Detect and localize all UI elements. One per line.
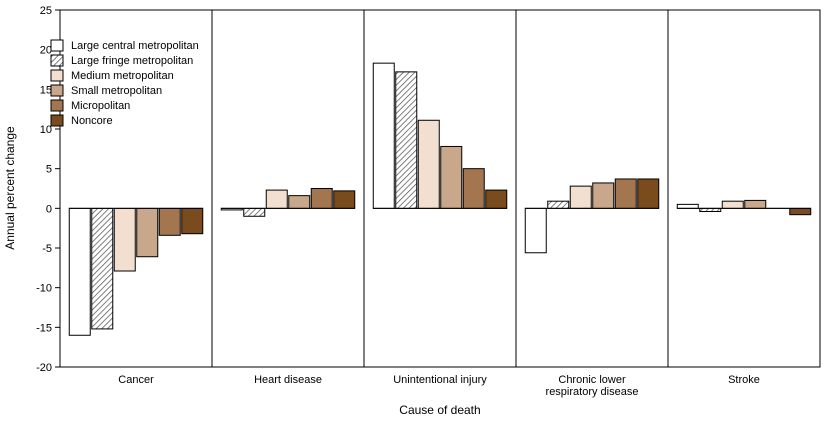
bar (789, 207, 812, 216)
category-label: Unintentional injury (393, 374, 487, 386)
bar (113, 207, 136, 272)
y-tick-label: 25 (40, 5, 52, 17)
bar (333, 190, 356, 209)
bar (91, 207, 114, 330)
bar (614, 178, 637, 209)
y-tick-label: -10 (36, 283, 52, 295)
legend-label: Noncore (71, 115, 113, 127)
y-axis-title: Annual percent change (3, 126, 17, 250)
category-label: Cancer (118, 374, 154, 386)
bar (592, 182, 615, 209)
y-tick-label: 15 (40, 84, 52, 96)
plot-area: 25 20 15 10 5 0 -5 -10 -15 -20 Cancer Heart disease… (36, 5, 821, 398)
legend-label: Large fringe metropolitan (71, 55, 193, 67)
legend-label: Medium metropolitan (71, 70, 174, 82)
bar (524, 207, 547, 254)
bar (462, 168, 485, 209)
category-label: Stroke (728, 374, 760, 386)
bar (158, 207, 181, 236)
legend-swatch (50, 69, 64, 82)
bar (68, 207, 91, 336)
y-tick-label: -15 (36, 322, 52, 334)
legend-swatch (50, 114, 64, 127)
category-label: Heart disease (254, 374, 322, 386)
bar (310, 188, 333, 209)
legend-swatch (50, 99, 64, 112)
y-tick-label: 0 (46, 203, 52, 215)
bar (417, 119, 440, 209)
bar (721, 200, 744, 209)
bar (372, 62, 395, 209)
bar (440, 145, 463, 209)
bar (744, 199, 767, 209)
bar (637, 178, 660, 209)
y-tick-label: 10 (40, 124, 52, 136)
legend-label: Micropolitan (71, 100, 130, 112)
y-tick-label: 5 (46, 164, 52, 176)
y-tick-label: -20 (36, 362, 52, 374)
bar (676, 203, 699, 209)
legend-swatch (50, 84, 64, 97)
bar (485, 189, 508, 209)
x-axis-title: Cause of death (399, 403, 480, 417)
bar (243, 207, 266, 217)
category-label: Chronic lower respiratory disease (546, 374, 639, 398)
y-tick-label: -5 (42, 243, 52, 255)
bar (395, 71, 418, 209)
legend-label: Large central metropolitan (71, 40, 199, 52)
y-tick-label: 20 (40, 45, 52, 57)
legend-swatch (50, 39, 64, 52)
bar (181, 207, 204, 235)
bar (569, 185, 592, 209)
plot-frame (59, 9, 821, 368)
legend-label: Small metropolitan (71, 85, 162, 97)
bar (265, 189, 288, 209)
bar (136, 207, 159, 258)
bar (288, 195, 311, 209)
legend-swatch (50, 54, 64, 67)
bar (547, 200, 570, 209)
